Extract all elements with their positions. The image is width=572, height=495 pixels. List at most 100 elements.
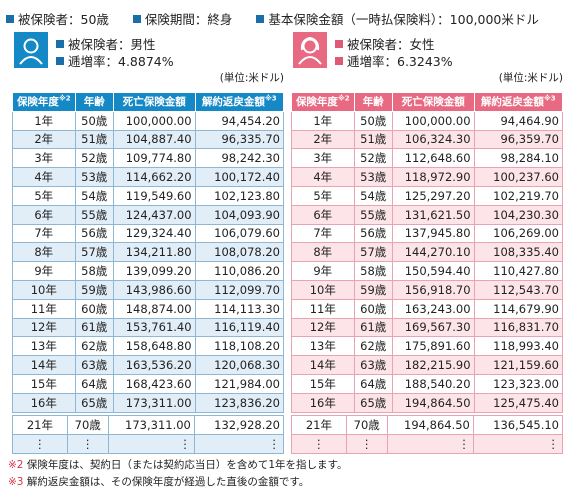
- table-cell: 109,774.80: [112, 148, 196, 169]
- table-cell: 5年: [12, 185, 76, 206]
- column-label: 保険年度: [295, 96, 338, 109]
- table-cell: ⋮: [66, 433, 109, 454]
- column-note: ※3: [543, 94, 556, 103]
- table-row: 14年 63歳 182,215.90 121,159.60: [291, 355, 564, 375]
- table-cell: 2年: [291, 129, 355, 150]
- table-cell: 52歳: [74, 148, 114, 169]
- table-row: 15年 64歳 188,540.20 123,323.00: [291, 373, 564, 394]
- table-row: 8年 57歳 144,270.10 108,335.40: [291, 242, 564, 263]
- table-cell: 51歳: [353, 129, 393, 150]
- table-cell: 16年: [12, 392, 76, 413]
- table-cell: 53歳: [74, 167, 114, 187]
- header-row: 保険年度※2 年齢 死亡保険金額 解約返戻金額※3: [291, 92, 564, 112]
- bullet: [335, 40, 343, 48]
- table-cell: 62歳: [74, 336, 114, 357]
- table-cell: 100,000.00: [391, 110, 475, 131]
- table-row: ⋮ ⋮ ⋮ ⋮: [291, 433, 564, 454]
- table-cell: 6年: [291, 204, 355, 225]
- table-cell: 16年: [291, 392, 355, 413]
- table-cell: 194,864.50: [386, 415, 474, 435]
- table-row: 6年 55歳 124,437.00 104,093.90: [12, 204, 285, 225]
- table-cell: 60歳: [353, 298, 393, 319]
- table-cell: 120,068.30: [194, 355, 285, 375]
- table-cell: 124,437.00: [112, 204, 196, 225]
- rate: 逓増率：6.3243%: [335, 51, 453, 70]
- header-row: 保険年度※2 年齢 死亡保険金額 解約返戻金額※3: [12, 92, 285, 112]
- table-cell: 175,891.60: [391, 336, 475, 357]
- data-table: 保険年度※2 年齢 死亡保険金額 解約返戻金額※3 1年 50歳 100,000.00 94,…: [12, 92, 285, 413]
- table-cell: 53歳: [353, 167, 393, 187]
- unit: (単位:米ドル): [498, 72, 563, 84]
- table-row: ⋮ ⋮ ⋮ ⋮: [12, 433, 285, 454]
- table-row: 8年 57歳 134,211.80 108,078.20: [12, 242, 285, 263]
- table-cell: 55歳: [74, 204, 114, 225]
- header-item: 被保険者：50歳: [6, 12, 121, 27]
- table-cell: 139,099.20: [112, 261, 196, 281]
- table-row: 5年 54歳 119,549.60 102,123.80: [12, 185, 285, 206]
- insured: 被保険者：女性: [335, 34, 435, 53]
- rate: 逓増率：4.8874%: [56, 51, 174, 70]
- table-cell: 100,000.00: [112, 110, 196, 131]
- table-cell: 54歳: [353, 185, 393, 206]
- table-cell: 125,297.20: [391, 185, 475, 206]
- table-cell: 51歳: [74, 129, 114, 150]
- table-cell: 5年: [291, 185, 355, 206]
- table-cell: 59歳: [74, 279, 114, 300]
- header-item: 保険期間：終身: [132, 12, 245, 27]
- column-header: 死亡保険金額: [391, 92, 475, 112]
- table-row: 11年 60歳 148,874.00 114,113.30: [12, 298, 285, 319]
- footnote: ※3 解約返戻金額は、その保険年度が経過した直後の金額です。: [8, 474, 309, 489]
- table-cell: 21年: [291, 415, 347, 435]
- data-table-more: 21年 70歳 194,864.50 136,545.10 ⋮ ⋮ ⋮ ⋮: [291, 415, 564, 454]
- table-cell: 121,984.00: [194, 373, 285, 394]
- table-cell: 7年: [291, 223, 355, 244]
- table-cell: 158,648.80: [112, 336, 196, 357]
- table-cell: 112,543.70: [473, 279, 564, 300]
- table-row: 2年 51歳 106,324.30 96,359.70: [291, 129, 564, 150]
- table-cell: 106,269.00: [473, 223, 564, 244]
- table-row: 21年 70歳 173,311.00 132,928.20: [12, 415, 285, 435]
- table-row: 7年 56歳 129,324.40 106,079.60: [12, 223, 285, 244]
- header-text: 基本保険金額（一時払保険料）：100,000米ドル: [268, 12, 539, 27]
- column-header: 死亡保険金額: [112, 92, 196, 112]
- table-cell: ⋮: [386, 433, 474, 454]
- data-table: 保険年度※2 年齢 死亡保険金額 解約返戻金額※3 1年 50歳 100,000.00 94,…: [291, 92, 564, 413]
- column-label: 解約返戻金額: [201, 96, 265, 109]
- table-row: 12年 61歳 169,567.30 116,831.70: [291, 317, 564, 338]
- table-cell: 57歳: [74, 242, 114, 263]
- table-row: 2年 51歳 104,887.40 96,335.70: [12, 129, 285, 150]
- table-cell: 1年: [291, 110, 355, 131]
- rate-text: 逓増率：4.8874%: [68, 54, 174, 69]
- table-cell: 2年: [12, 129, 76, 150]
- table-cell: 52歳: [353, 148, 393, 169]
- header-text: 保険期間：終身: [144, 12, 233, 27]
- table-cell: 12年: [291, 317, 355, 338]
- table-cell: 144,270.10: [391, 242, 475, 263]
- table-cell: 59歳: [353, 279, 393, 300]
- table-cell: 114,113.30: [194, 298, 285, 319]
- table-cell: 94,454.20: [194, 110, 285, 131]
- table-cell: 98,284.10: [473, 148, 564, 169]
- table-cell: 56歳: [74, 223, 114, 244]
- table-row: 4年 53歳 118,972.90 100,237.60: [291, 167, 564, 187]
- table-cell: 112,648.60: [391, 148, 475, 169]
- insured-text: 被保険者：女性: [347, 37, 435, 52]
- table-cell: 61歳: [74, 317, 114, 338]
- table-cell: 96,359.70: [473, 129, 564, 150]
- table-row: 12年 61歳 153,761.40 116,119.40: [12, 317, 285, 338]
- table-cell: 94,464.90: [473, 110, 564, 131]
- unit: (単位:米ドル): [219, 72, 284, 84]
- column-header: 解約返戻金額※3: [473, 92, 564, 112]
- table-cell: 57歳: [353, 242, 393, 263]
- bullet: [56, 57, 64, 65]
- insured-text: 被保険者：男性: [68, 37, 156, 52]
- table-cell: 98,242.30: [194, 148, 285, 169]
- table-cell: 58歳: [74, 261, 114, 281]
- table-row: 7年 56歳 137,945.80 106,269.00: [291, 223, 564, 244]
- column-note: ※3: [264, 94, 277, 103]
- table-row: 5年 54歳 125,297.20 102,219.70: [291, 185, 564, 206]
- table-cell: 121,159.60: [473, 355, 564, 375]
- table-cell: 7年: [12, 223, 76, 244]
- table-row: 10年 59歳 156,918.70 112,543.70: [291, 279, 564, 300]
- table-cell: ⋮: [107, 433, 195, 454]
